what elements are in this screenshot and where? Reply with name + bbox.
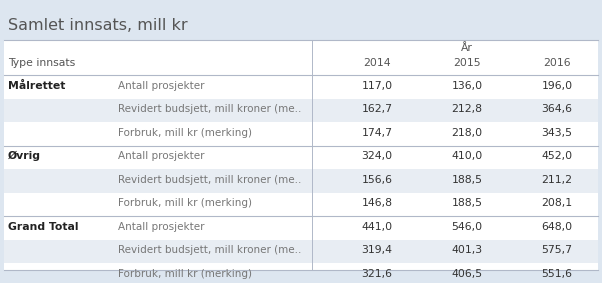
Text: 212,8: 212,8 xyxy=(452,104,482,114)
Text: 441,0: 441,0 xyxy=(361,222,393,232)
Text: Forbruk, mill kr (merking): Forbruk, mill kr (merking) xyxy=(118,128,252,138)
Text: Revidert budsjett, mill kroner (me..: Revidert budsjett, mill kroner (me.. xyxy=(118,245,302,255)
Text: Øvrig: Øvrig xyxy=(8,151,41,161)
Text: 2016: 2016 xyxy=(543,58,571,68)
Text: 188,5: 188,5 xyxy=(452,175,482,185)
Text: 575,7: 575,7 xyxy=(542,245,573,255)
Text: 146,8: 146,8 xyxy=(361,198,393,208)
Text: 319,4: 319,4 xyxy=(361,245,393,255)
Text: Antall prosjekter: Antall prosjekter xyxy=(118,151,205,161)
Text: 117,0: 117,0 xyxy=(361,81,393,91)
Text: 211,2: 211,2 xyxy=(542,175,573,185)
Text: Antall prosjekter: Antall prosjekter xyxy=(118,222,205,232)
Text: 156,6: 156,6 xyxy=(361,175,393,185)
Text: 174,7: 174,7 xyxy=(361,128,393,138)
Bar xyxy=(4,239,598,263)
Text: Revidert budsjett, mill kroner (me..: Revidert budsjett, mill kroner (me.. xyxy=(118,104,302,114)
Text: 401,3: 401,3 xyxy=(452,245,483,255)
Text: 321,6: 321,6 xyxy=(361,269,393,279)
Text: 208,1: 208,1 xyxy=(541,198,573,208)
Text: 364,6: 364,6 xyxy=(542,104,573,114)
Text: Forbruk, mill kr (merking): Forbruk, mill kr (merking) xyxy=(118,269,252,279)
Text: 324,0: 324,0 xyxy=(361,151,393,161)
Text: Revidert budsjett, mill kroner (me..: Revidert budsjett, mill kroner (me.. xyxy=(118,175,302,185)
Text: 410,0: 410,0 xyxy=(452,151,483,161)
Text: 218,0: 218,0 xyxy=(452,128,483,138)
Text: År: År xyxy=(461,43,473,53)
Text: 546,0: 546,0 xyxy=(452,222,483,232)
Bar xyxy=(4,169,598,192)
Bar xyxy=(4,40,598,270)
Text: 2015: 2015 xyxy=(453,58,481,68)
Text: 551,6: 551,6 xyxy=(542,269,573,279)
Text: 648,0: 648,0 xyxy=(541,222,573,232)
Text: 2014: 2014 xyxy=(363,58,391,68)
Text: Type innsats: Type innsats xyxy=(8,58,75,68)
Bar xyxy=(4,98,598,122)
Text: 162,7: 162,7 xyxy=(361,104,393,114)
Text: 452,0: 452,0 xyxy=(541,151,573,161)
Text: Forbruk, mill kr (merking): Forbruk, mill kr (merking) xyxy=(118,198,252,208)
Text: 136,0: 136,0 xyxy=(452,81,483,91)
Text: Antall prosjekter: Antall prosjekter xyxy=(118,81,205,91)
Text: Grand Total: Grand Total xyxy=(8,222,78,232)
Text: 343,5: 343,5 xyxy=(542,128,573,138)
Text: Målrettet: Målrettet xyxy=(8,81,66,91)
Text: 406,5: 406,5 xyxy=(452,269,483,279)
Text: 188,5: 188,5 xyxy=(452,198,482,208)
Text: 196,0: 196,0 xyxy=(541,81,573,91)
Text: Samlet innsats, mill kr: Samlet innsats, mill kr xyxy=(8,18,188,33)
